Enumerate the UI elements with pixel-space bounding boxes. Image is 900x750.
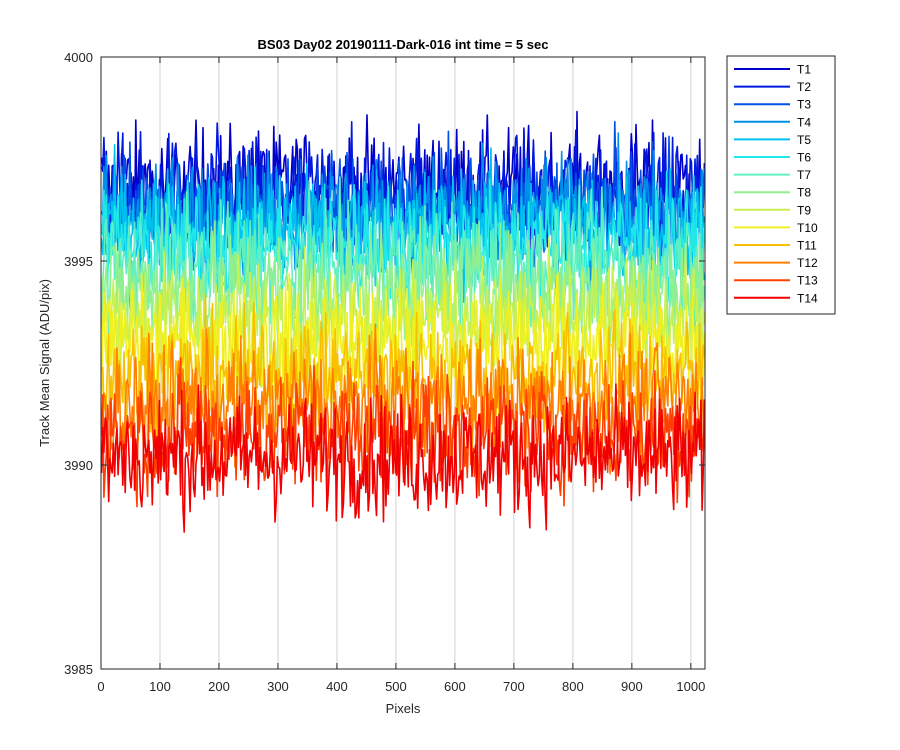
legend-label-t3: T3 — [797, 98, 811, 112]
legend-items: T1 T2 T3 T4 T5 T6 T7 T8 T9 T10 T11 T12 T13 T14 — [734, 63, 818, 305]
legend-label-t14: T14 — [797, 291, 818, 305]
legend-label-t12: T12 — [797, 256, 818, 270]
legend-label-t2: T2 — [797, 80, 811, 94]
x-tick-label: 100 — [149, 679, 171, 694]
y-axis-label: Track Mean Signal (ADU/pix) — [37, 279, 52, 447]
legend-label-t13: T13 — [797, 274, 818, 288]
series-line-t14 — [100, 383, 706, 533]
y-axis: 3985 3990 3995 4000 — [64, 50, 705, 677]
chart-title: BS03 Day02 20190111-Dark-016 int time = … — [258, 37, 549, 52]
y-tick-label: 4000 — [64, 50, 93, 65]
legend-label-t8: T8 — [797, 186, 811, 200]
legend-box — [726, 55, 836, 315]
x-tick-label: 300 — [267, 679, 289, 694]
legend-label-t7: T7 — [797, 168, 811, 182]
legend-label-t11: T11 — [797, 239, 817, 253]
x-tick-label: 400 — [326, 679, 348, 694]
legend-label-t9: T9 — [797, 203, 811, 217]
legend-label-t4: T4 — [797, 115, 811, 129]
x-axis: 0 100 200 300 400 500 600 700 800 900 1000 — [97, 57, 705, 694]
y-tick-label: 3995 — [64, 254, 93, 269]
legend-label-t1: T1 — [797, 63, 811, 77]
x-tick-label: 500 — [385, 679, 407, 694]
x-tick-label: 900 — [621, 679, 643, 694]
y-tick-label: 3985 — [64, 662, 93, 677]
x-tick-label: 1000 — [676, 679, 705, 694]
plot-frame — [100, 56, 706, 670]
series-lines — [100, 110, 706, 533]
legend-label-t5: T5 — [797, 133, 811, 147]
x-tick-label: 800 — [562, 679, 584, 694]
x-tick-label: 700 — [503, 679, 525, 694]
x-tick-label: 200 — [208, 679, 230, 694]
y-tick-label: 3990 — [64, 458, 93, 473]
legend-label-t6: T6 — [797, 151, 811, 165]
legend: T1 T2 T3 T4 T5 T6 T7 T8 T9 T10 T11 T12 T13 T14 — [726, 55, 836, 315]
x-tick-label: 600 — [444, 679, 466, 694]
x-tick-label: 0 — [97, 679, 104, 694]
x-axis-label: Pixels — [386, 701, 421, 716]
series-line-t7 — [100, 176, 706, 345]
legend-label-t10: T10 — [797, 221, 818, 235]
